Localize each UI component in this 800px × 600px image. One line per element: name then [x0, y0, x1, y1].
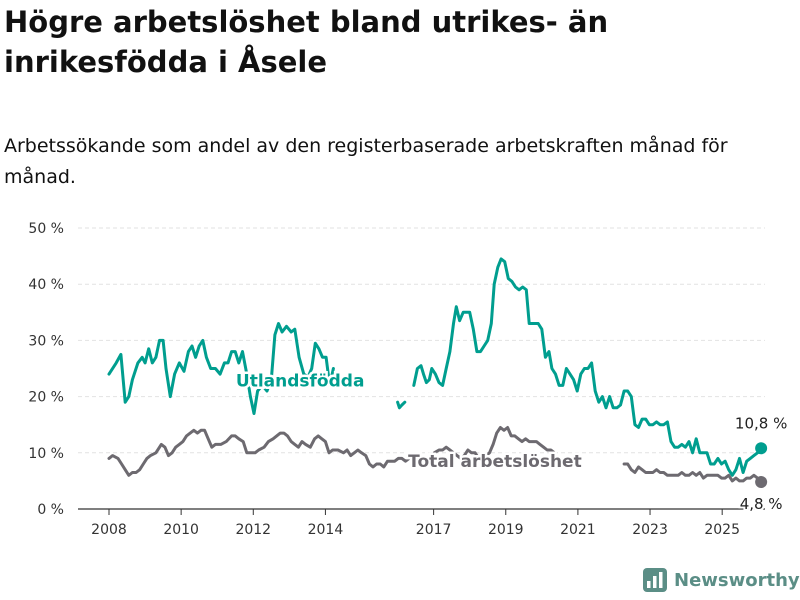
x-tick-label: 2014 — [308, 522, 344, 538]
newsworthy-logo-icon — [643, 568, 667, 592]
y-tick-label: 20 % — [28, 390, 64, 406]
line-chart: 0 % 10 % 20 % 30 % 40 % 50 % 2008 2010 2012 2014 2… — [28, 221, 789, 538]
y-tick-label: 10 % — [28, 446, 64, 462]
series-line — [107, 257, 763, 477]
brand-name: Newsworthy — [674, 569, 800, 591]
series-total: 4,8 % Total arbetslöshet — [107, 426, 785, 515]
end-point — [755, 476, 768, 489]
y-tick-label: 50 % — [28, 221, 64, 237]
x-tick-label: 2023 — [632, 522, 668, 538]
x-tick-label: 2017 — [416, 522, 452, 538]
series-utlandsfodda: 10,8 % Utlandsfödda — [107, 257, 789, 477]
chart-subtitle: Arbetssökande som andel av den registerb… — [4, 135, 728, 188]
end-value-label: 10,8 % — [735, 414, 787, 432]
series-label: Utlandsfödda — [236, 371, 365, 391]
series-line — [107, 426, 763, 484]
x-tick-label: 2008 — [91, 522, 127, 538]
x-tick-label: 2012 — [235, 522, 271, 538]
x-tick-label: 2010 — [163, 522, 199, 538]
y-tick-label: 30 % — [28, 333, 64, 349]
y-tick-label: 40 % — [28, 277, 64, 293]
end-value-label: 4,8 % — [740, 495, 783, 513]
end-point — [755, 442, 768, 455]
x-tick-label: 2025 — [704, 522, 740, 538]
newsworthy-logo: Newsworthy — [643, 568, 800, 592]
series-label: Total arbetslöshet — [408, 452, 582, 472]
x-tick-label: 2021 — [560, 522, 596, 538]
y-tick-label: 0 % — [37, 502, 64, 518]
chart-title: Högre arbetslöshet bland utrikes- än inr… — [4, 5, 609, 79]
x-tick-label: 2019 — [488, 522, 524, 538]
